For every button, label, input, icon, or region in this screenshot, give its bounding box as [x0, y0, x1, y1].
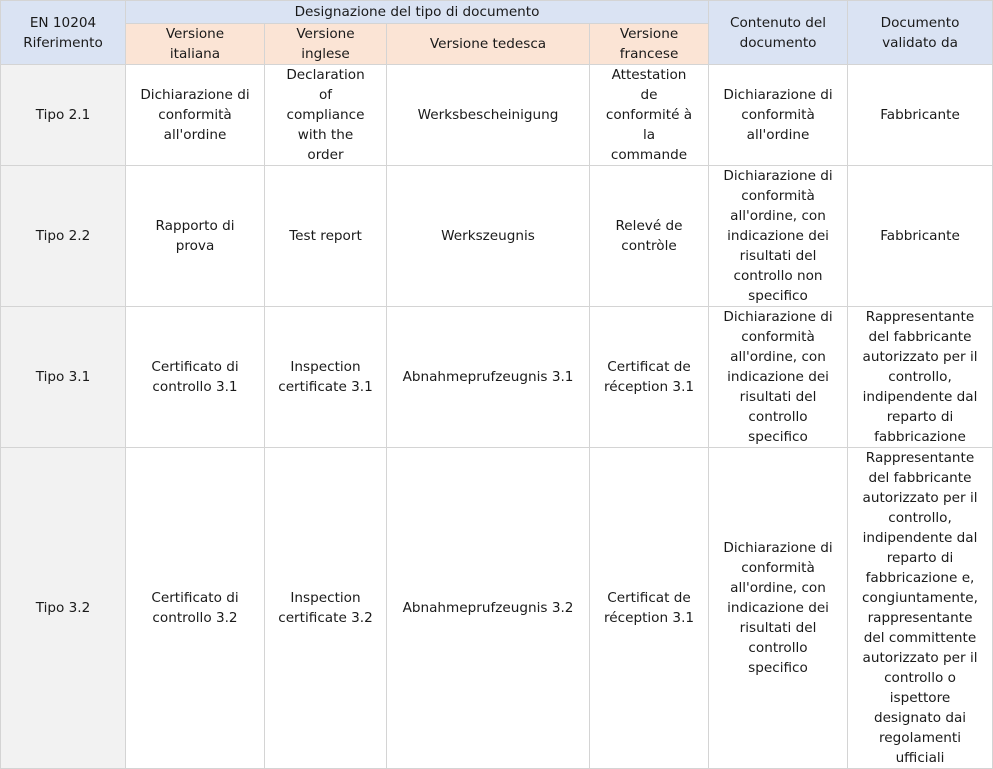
cell-ref: Tipo 2.1 — [0, 64, 126, 166]
table-row: Tipo 3.2 Certificato di controllo 3.2 Insp… — [0, 447, 993, 769]
cell-fr: Certificat de réception 3.1 — [588, 447, 710, 769]
table-body: Tipo 2.1 Dichiarazione di conformità all'… — [0, 64, 993, 769]
cell-content: Dichiarazione di conformità all'ordine, … — [708, 447, 849, 769]
cell-en: Inspection certificate 3.2 — [264, 447, 387, 769]
header-italian: Versione italiana — [125, 23, 265, 65]
cell-fr: Relevé de contròle — [588, 165, 710, 307]
header-reference: EN 10204 Riferimento — [0, 0, 126, 65]
header-designation: Designazione del tipo di documento — [124, 0, 710, 24]
table-row: Tipo 2.1 Dichiarazione di conformità all'… — [0, 64, 993, 166]
cell-it: Dichiarazione di conformità all'ordine — [125, 64, 265, 166]
cell-ref: Tipo 3.2 — [0, 447, 126, 769]
cell-en: Test report — [264, 165, 387, 307]
cell-fr: Certificat de réception 3.1 — [588, 306, 710, 448]
cell-it: Certificato di controllo 3.2 — [125, 447, 265, 769]
cell-ref: Tipo 3.1 — [0, 306, 126, 448]
cell-validated: Fabbricante — [847, 165, 993, 307]
cell-it: Certificato di controllo 3.1 — [125, 306, 265, 448]
table-row: Tipo 2.2 Rapporto di prova Test report Werk… — [0, 165, 993, 307]
cell-en: Inspection certificate 3.1 — [264, 306, 387, 448]
header-german: Versione tedesca — [386, 23, 590, 65]
cell-de: Werksbescheinigung — [386, 64, 590, 166]
cell-validated: Rappresentante del fabbricante autorizza… — [847, 447, 993, 769]
cell-content: Dichiarazione di conformità all'ordine, … — [708, 165, 849, 307]
cell-content: Dichiarazione di conformità all'ordine — [708, 64, 849, 166]
cell-de: Abnahmeprufzeugnis 3.2 — [386, 447, 590, 769]
header-validated-by: Documento validato da — [847, 0, 993, 65]
header-french: Versione francese — [588, 23, 710, 65]
cell-it: Rapporto di prova — [125, 165, 265, 307]
cell-validated: Fabbricante — [847, 64, 993, 166]
cell-ref: Tipo 2.2 — [0, 165, 126, 307]
cell-de: Abnahmeprufzeugnis 3.1 — [386, 306, 590, 448]
cell-validated: Rappresentante del fabbricante autorizza… — [847, 306, 993, 448]
header-english: Versione inglese — [264, 23, 387, 65]
cell-fr: Attestation de conformité à la commande — [588, 64, 710, 166]
cell-en: Declaration of compliance with the order — [264, 64, 387, 166]
cell-de: Werkszeugnis — [386, 165, 590, 307]
header-content: Contenuto del documento — [708, 0, 849, 65]
cell-content: Dichiarazione di conformità all'ordine, … — [708, 306, 849, 448]
table-row: Tipo 3.1 Certificato di controllo 3.1 Insp… — [0, 306, 993, 448]
